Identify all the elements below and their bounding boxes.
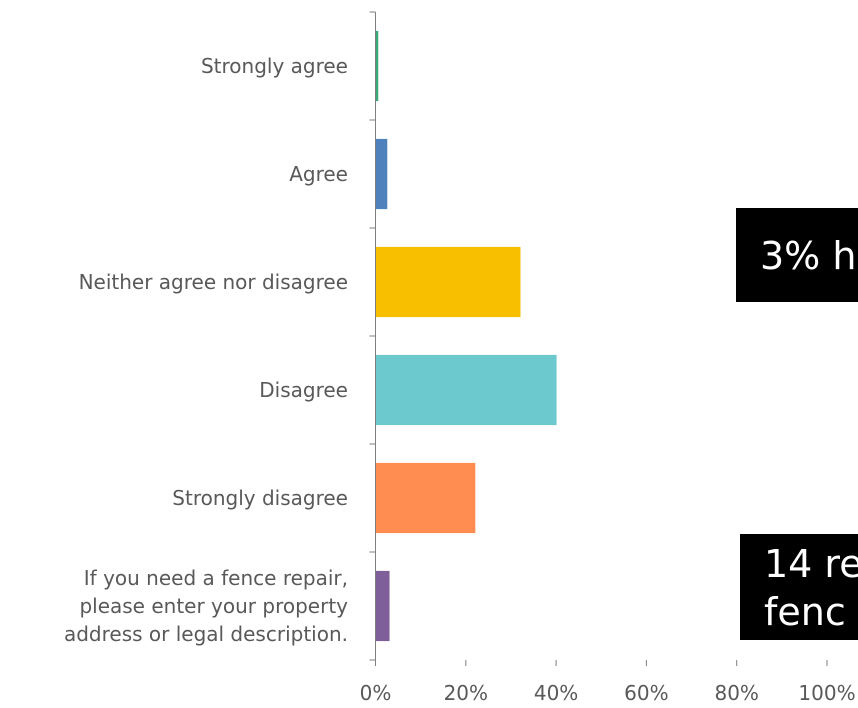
category-label-line: Disagree <box>259 378 348 402</box>
category-label-line: Neither agree nor disagree <box>79 270 348 294</box>
category-label: Strongly agree <box>201 54 348 78</box>
bar <box>376 570 390 642</box>
category-label: Strongly disagree <box>172 486 348 510</box>
category-label: Disagree <box>259 378 348 402</box>
category-label: Neither agree nor disagree <box>79 270 348 294</box>
callout-box-respondents: 14 re fenc <box>740 534 858 640</box>
x-tick-label: 40% <box>534 681 578 705</box>
category-label-line: address or legal description. <box>64 622 348 646</box>
x-tick-label: 80% <box>714 681 758 705</box>
category-label-line: please enter your property <box>79 594 348 618</box>
category-label-line: Strongly agree <box>201 54 348 78</box>
bar <box>376 138 388 210</box>
bar <box>376 462 476 534</box>
x-tick-label: 20% <box>444 681 488 705</box>
category-label-line: Strongly disagree <box>172 486 348 510</box>
x-tick-label: 0% <box>360 681 392 705</box>
bar <box>376 246 521 318</box>
callout-box-percent: 3% h <box>736 208 858 302</box>
bar <box>376 354 557 426</box>
x-tick-label: 100% <box>798 681 855 705</box>
category-label-line: If you need a fence repair, <box>84 566 348 590</box>
category-label: If you need a fence repair, please enter … <box>64 566 348 646</box>
bar <box>376 30 379 102</box>
category-label: Agree <box>289 162 348 186</box>
x-tick-label: 60% <box>624 681 668 705</box>
category-label-line: Agree <box>289 162 348 186</box>
